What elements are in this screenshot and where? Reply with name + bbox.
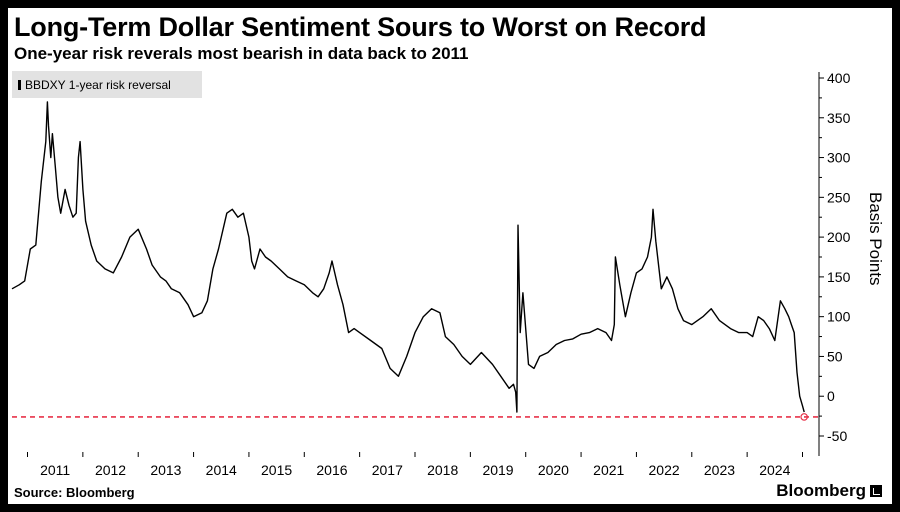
y-tick-label: -50 (827, 428, 847, 444)
x-tick-label: 2014 (206, 462, 237, 478)
x-tick-label: 2017 (372, 462, 403, 478)
x-tick-label: 2023 (704, 462, 735, 478)
chart-title: Long-Term Dollar Sentiment Sours to Wors… (14, 12, 707, 42)
x-tick-label: 2020 (538, 462, 569, 478)
y-tick-label: 50 (827, 348, 843, 364)
y-tick-label: 150 (827, 269, 851, 285)
terminal-icon (870, 485, 882, 497)
line-chart: BBDXY 1-year risk reversal 400 350 300 250 2… (11, 70, 885, 478)
x-tick-label: 2018 (427, 462, 458, 478)
y-tick-label: 0 (827, 388, 835, 404)
y-axis-label: Basis Points (866, 192, 885, 286)
x-tick-label: 2021 (593, 462, 624, 478)
y-axis: 400 350 300 250 200 150 100 50 0 -50 (819, 70, 851, 444)
series-line-bbdxy (11, 101, 805, 413)
end-point-marker (800, 413, 808, 421)
chart-subtitle: One-year risk reverals most bearish in d… (14, 44, 469, 63)
x-tick-label: 2022 (649, 462, 680, 478)
y-tick-label: 300 (827, 150, 851, 166)
x-tick-label: 2015 (261, 462, 292, 478)
chart-frame: Long-Term Dollar Sentiment Sours to Wors… (8, 8, 892, 504)
brand-name: Bloomberg (776, 481, 866, 500)
legend-background (12, 71, 202, 98)
bloomberg-logo: Bloomberg (776, 481, 882, 501)
x-tick-label: 2019 (482, 462, 513, 478)
y-tick-label: 400 (827, 70, 851, 86)
x-tick-label: 2016 (316, 462, 347, 478)
x-tick-label: 2011 (40, 462, 70, 478)
x-axis: 2011 2012 2013 2014 2015 2016 2017 2018 2019 2020… (27, 452, 803, 478)
x-tick-label: 2013 (150, 462, 181, 478)
legend: BBDXY 1-year risk reversal (12, 71, 202, 98)
y-tick-label: 100 (827, 309, 851, 325)
legend-label: BBDXY 1-year risk reversal (25, 78, 171, 92)
source-note: Source: Bloomberg (14, 485, 135, 500)
x-tick-label: 2024 (759, 462, 790, 478)
legend-swatch (18, 80, 21, 90)
y-tick-label: 200 (827, 229, 851, 245)
y-tick-label: 250 (827, 189, 851, 205)
y-tick-label: 350 (827, 110, 851, 126)
x-tick-label: 2012 (95, 462, 126, 478)
